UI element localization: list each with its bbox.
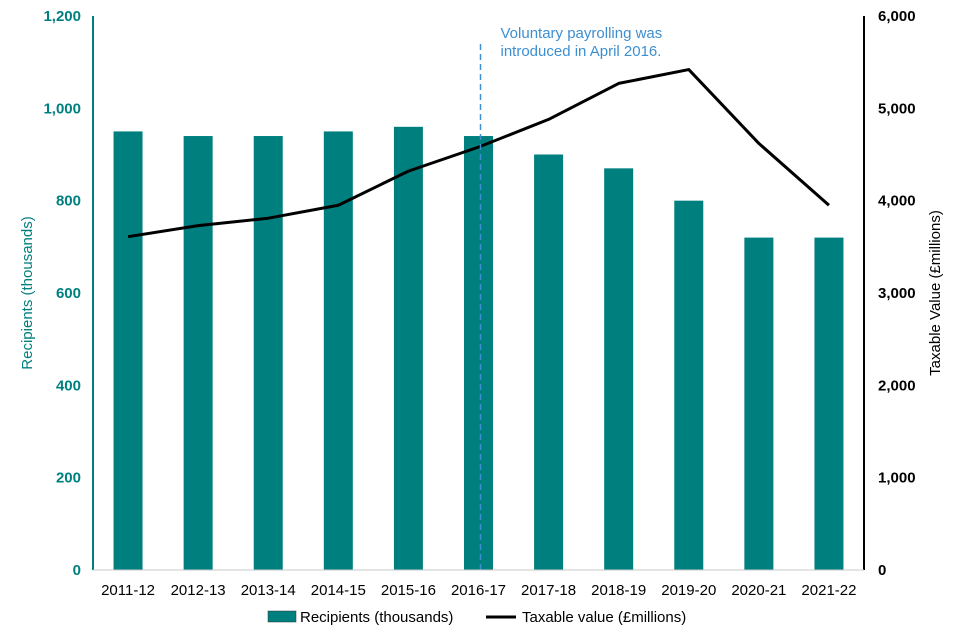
- x-tick-label: 2019-20: [661, 582, 716, 599]
- left-tick-label: 200: [56, 470, 81, 487]
- left-tick-label: 400: [56, 377, 81, 394]
- bar-2014-15: [323, 131, 353, 570]
- right-tick-label: 2,000: [878, 377, 916, 394]
- bar-2011-12: [113, 131, 143, 570]
- x-tick-label: 2017-18: [521, 582, 576, 599]
- right-tick-label: 5,000: [878, 100, 916, 117]
- right-tick-label: 1,000: [878, 470, 916, 487]
- bar-2017-18: [534, 154, 564, 570]
- x-tick-label: 2012-13: [171, 582, 226, 599]
- bar-2019-20: [674, 200, 704, 570]
- taxable-value-line: [127, 68, 830, 239]
- right-tick-label: 0: [878, 562, 886, 579]
- x-tick-label: 2013-14: [241, 582, 296, 599]
- bar-2012-13: [183, 136, 213, 571]
- left-tick-label: 600: [56, 285, 81, 302]
- annotation-text-line-2: introduced in April 2016.: [501, 43, 662, 60]
- x-tick-label: 2014-15: [311, 582, 366, 599]
- right-axis-title: Taxable Value (£millions): [927, 210, 944, 376]
- legend-bar-swatch: [267, 610, 297, 623]
- bar-2015-16: [393, 126, 423, 571]
- x-tick-label: 2020-21: [731, 582, 786, 599]
- x-tick-label: 2011-12: [101, 582, 155, 599]
- left-tick-label: 1,200: [43, 8, 81, 25]
- right-tick-label: 3,000: [878, 285, 916, 302]
- x-tick-label: 2018-19: [591, 582, 646, 599]
- left-tick-labels: 0 200 400 600 800 1,000 1,200: [43, 8, 81, 579]
- right-tick-labels: 0 1,000 2,000 3,000 4,000 5,000 6,000: [878, 8, 916, 579]
- left-tick-label: 800: [56, 193, 81, 210]
- x-tick-label: 2016-17: [451, 582, 506, 599]
- bar-2020-21: [744, 237, 774, 570]
- legend: Recipients (thousands) Taxable value (£m…: [267, 609, 686, 626]
- legend-bar-label: Recipients (thousands): [300, 609, 453, 626]
- legend-line-label: Taxable value (£millions): [522, 609, 686, 626]
- x-tick-label: 2021-22: [801, 582, 856, 599]
- right-tick-label: 6,000: [878, 8, 916, 25]
- annotation-text-line-1: Voluntary payrolling was: [501, 25, 663, 42]
- x-tick-labels: 2011-12 2012-13 2013-14 2014-15 2015-16 2016-…: [101, 582, 856, 599]
- bar-2016-17: [464, 136, 493, 571]
- bar-2013-14: [253, 136, 283, 571]
- left-axis-title: Recipients (thousands): [19, 216, 36, 369]
- left-tick-label: 1,000: [43, 100, 81, 117]
- right-tick-label: 4,000: [878, 193, 916, 210]
- x-tick-label: 2015-16: [381, 582, 436, 599]
- left-tick-label: 0: [73, 562, 81, 579]
- bar-2018-19: [604, 168, 634, 570]
- bar-2021-22: [814, 237, 844, 570]
- bar-series: [113, 126, 844, 571]
